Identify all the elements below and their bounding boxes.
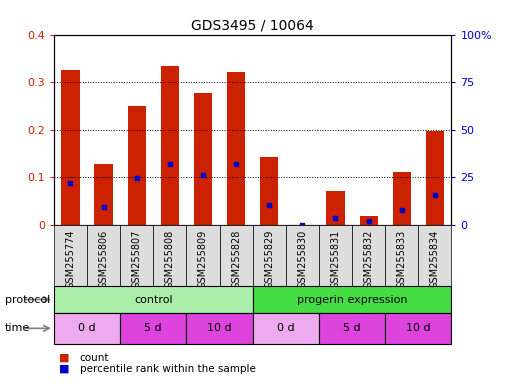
- Text: progerin expression: progerin expression: [297, 295, 407, 305]
- Bar: [161, 66, 179, 225]
- Text: GSM255828: GSM255828: [231, 230, 241, 289]
- Point: [166, 161, 174, 167]
- Bar: [286, 225, 319, 286]
- Bar: [392, 172, 411, 225]
- Bar: [128, 106, 146, 225]
- Text: GSM255833: GSM255833: [397, 230, 407, 289]
- Bar: [186, 313, 252, 344]
- Bar: [319, 225, 352, 286]
- Text: control: control: [134, 295, 172, 305]
- Point: [398, 207, 406, 214]
- Text: count: count: [80, 353, 109, 363]
- Text: percentile rank within the sample: percentile rank within the sample: [80, 364, 255, 374]
- Bar: [54, 286, 252, 313]
- Bar: [319, 313, 385, 344]
- Bar: [252, 286, 451, 313]
- Point: [100, 204, 108, 210]
- Text: 0 d: 0 d: [277, 323, 294, 333]
- Point: [199, 172, 207, 178]
- Text: GSM255831: GSM255831: [330, 230, 341, 289]
- Text: GSM255830: GSM255830: [298, 230, 307, 289]
- Bar: [426, 131, 444, 225]
- Text: 10 d: 10 d: [207, 323, 232, 333]
- Text: protocol: protocol: [5, 295, 50, 305]
- Bar: [194, 93, 212, 225]
- Point: [331, 214, 340, 220]
- Point: [298, 222, 306, 228]
- Bar: [62, 70, 80, 225]
- Bar: [87, 225, 120, 286]
- Bar: [352, 225, 385, 286]
- Text: GSM255774: GSM255774: [66, 230, 75, 289]
- Bar: [153, 225, 186, 286]
- Point: [365, 218, 373, 224]
- Text: GSM255829: GSM255829: [264, 230, 274, 289]
- Bar: [186, 225, 220, 286]
- Bar: [252, 225, 286, 286]
- Bar: [94, 164, 113, 225]
- Bar: [220, 225, 252, 286]
- Bar: [326, 191, 345, 225]
- Bar: [120, 313, 186, 344]
- Text: GSM255806: GSM255806: [98, 230, 109, 289]
- Point: [265, 202, 273, 208]
- Text: 5 d: 5 d: [343, 323, 361, 333]
- Text: 0 d: 0 d: [78, 323, 96, 333]
- Bar: [385, 225, 418, 286]
- Text: GSM255834: GSM255834: [430, 230, 440, 289]
- Point: [431, 192, 439, 198]
- Bar: [54, 225, 87, 286]
- Point: [132, 175, 141, 181]
- Text: GSM255807: GSM255807: [132, 230, 142, 289]
- Bar: [260, 157, 279, 225]
- Bar: [252, 313, 319, 344]
- Text: 5 d: 5 d: [145, 323, 162, 333]
- Bar: [120, 225, 153, 286]
- Bar: [418, 225, 451, 286]
- Point: [66, 180, 74, 186]
- Text: GSM255809: GSM255809: [198, 230, 208, 289]
- Text: time: time: [5, 323, 30, 333]
- Bar: [54, 313, 120, 344]
- Text: 10 d: 10 d: [406, 323, 430, 333]
- Title: GDS3495 / 10064: GDS3495 / 10064: [191, 18, 314, 32]
- Text: GSM255832: GSM255832: [364, 230, 373, 289]
- Text: ■: ■: [59, 353, 69, 363]
- Bar: [227, 72, 245, 225]
- Point: [232, 161, 240, 167]
- Bar: [360, 216, 378, 225]
- Text: GSM255808: GSM255808: [165, 230, 175, 289]
- Bar: [385, 313, 451, 344]
- Text: ■: ■: [59, 364, 69, 374]
